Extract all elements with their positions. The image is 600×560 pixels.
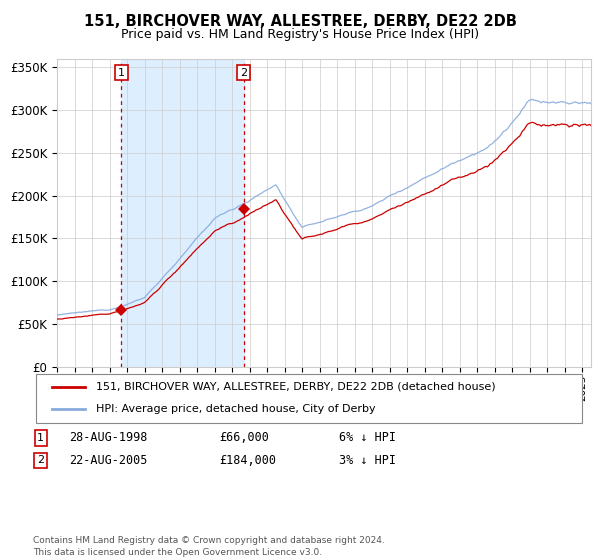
Text: 6% ↓ HPI: 6% ↓ HPI [339,431,396,445]
Text: 2: 2 [240,68,247,78]
Text: 151, BIRCHOVER WAY, ALLESTREE, DERBY, DE22 2DB (detached house): 151, BIRCHOVER WAY, ALLESTREE, DERBY, DE… [96,382,496,392]
FancyBboxPatch shape [36,374,582,423]
Text: £66,000: £66,000 [219,431,269,445]
Bar [121,59,244,367]
Text: 1: 1 [37,433,44,443]
Text: £184,000: £184,000 [219,454,276,467]
Text: 1: 1 [118,68,125,78]
Text: 3% ↓ HPI: 3% ↓ HPI [339,454,396,467]
Text: Price paid vs. HM Land Registry's House Price Index (HPI): Price paid vs. HM Land Registry's House … [121,28,479,41]
Text: 22-AUG-2005: 22-AUG-2005 [69,454,148,467]
Text: HPI: Average price, detached house, City of Derby: HPI: Average price, detached house, City… [96,404,376,414]
Text: 28-AUG-1998: 28-AUG-1998 [69,431,148,445]
Text: Contains HM Land Registry data © Crown copyright and database right 2024.
This d: Contains HM Land Registry data © Crown c… [33,536,385,557]
Text: 151, BIRCHOVER WAY, ALLESTREE, DERBY, DE22 2DB: 151, BIRCHOVER WAY, ALLESTREE, DERBY, DE… [83,14,517,29]
Text: 2: 2 [37,455,44,465]
